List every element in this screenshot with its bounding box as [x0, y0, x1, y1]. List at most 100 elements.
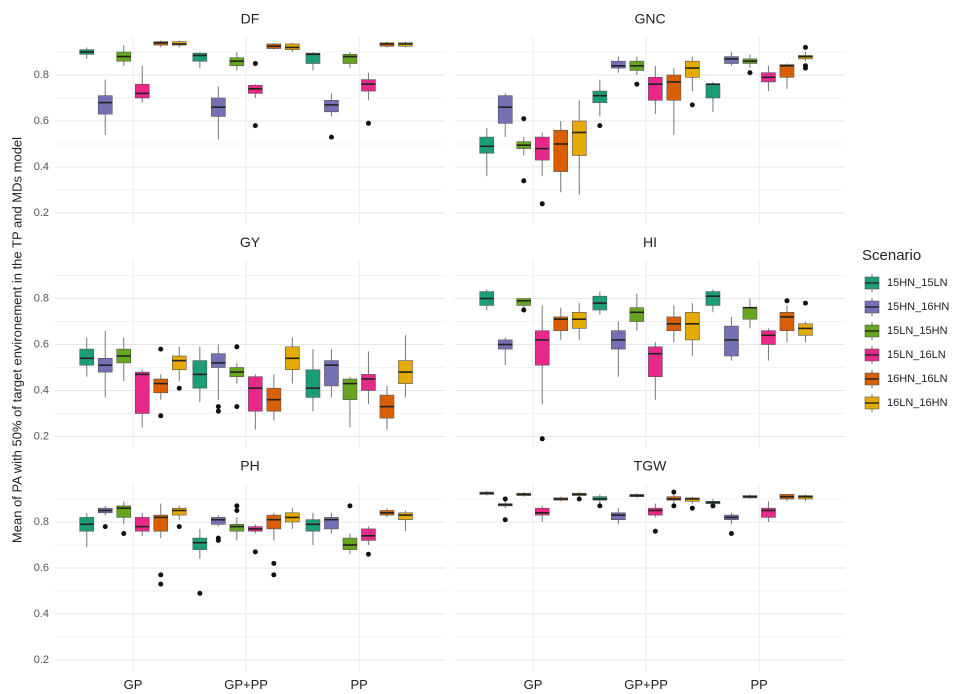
legend-label: 16LN_16HN: [887, 397, 948, 409]
outlier: [747, 70, 753, 76]
box: [134, 517, 150, 532]
outlier: [158, 572, 164, 578]
y-tick-label: 0.2: [34, 654, 49, 666]
box: [211, 517, 226, 525]
box: [171, 355, 187, 371]
x-tick-label: PP: [751, 677, 768, 692]
outlier: [784, 298, 790, 304]
y-tick-label: 0.8: [34, 516, 49, 528]
box: [761, 507, 776, 518]
x-tick-label: GP: [124, 677, 143, 692]
box: [342, 537, 358, 550]
y-tick-label: 0.2: [34, 430, 49, 442]
box: [534, 330, 550, 366]
outlier: [215, 537, 221, 543]
box: [361, 79, 376, 92]
y-tick-label: 0.8: [34, 292, 49, 304]
box: [342, 53, 358, 64]
legend-label: 15LN_15HN: [887, 325, 948, 337]
box: [648, 77, 663, 101]
box: [553, 316, 569, 331]
outlier: [158, 581, 164, 587]
box: [192, 52, 208, 62]
outlier: [365, 551, 371, 557]
box: [611, 60, 626, 69]
legend-label: 16HN_16LN: [887, 373, 948, 385]
box: [705, 83, 721, 99]
box: [171, 507, 187, 516]
box: [211, 353, 226, 368]
box: [724, 56, 739, 64]
y-tick-label: 0.6: [34, 338, 49, 350]
box: [685, 60, 700, 78]
box: [742, 307, 758, 320]
x-tick-label: GP: [524, 677, 543, 692]
outlier: [652, 528, 658, 534]
box: [497, 95, 513, 124]
box: [134, 83, 150, 99]
outlier: [158, 413, 164, 419]
outlier: [502, 517, 508, 523]
outlier: [121, 531, 127, 536]
legend-label: 15HN_16HN: [887, 301, 949, 313]
box: [611, 512, 626, 520]
box: [724, 325, 739, 357]
box: [324, 360, 339, 387]
outlier: [671, 503, 677, 509]
outlier: [197, 590, 203, 596]
outlier: [271, 572, 277, 578]
outlier: [502, 496, 508, 502]
y-axis-label: Mean of PA with 50% of target environeme…: [9, 137, 24, 543]
box: [79, 348, 95, 366]
box: [324, 100, 339, 113]
box: [324, 517, 339, 530]
outlier: [539, 201, 545, 207]
box: [134, 371, 150, 414]
outlier: [802, 300, 808, 306]
box: [305, 369, 321, 398]
panel-title: PH: [240, 458, 259, 474]
box: [553, 129, 569, 172]
panel-title: TGW: [634, 458, 667, 474]
box: [648, 507, 663, 516]
box: [248, 376, 263, 412]
legend-title: Scenario: [862, 247, 921, 264]
outlier: [252, 549, 258, 555]
outlier: [234, 508, 240, 513]
x-tick-label: PP: [351, 677, 368, 692]
panel-title: HI: [643, 234, 657, 250]
y-tick-label: 0.8: [34, 69, 49, 81]
box: [705, 291, 721, 306]
outlier: [671, 489, 677, 495]
panel-title: GNC: [634, 11, 665, 27]
box: [153, 514, 169, 532]
box: [779, 311, 795, 331]
y-tick-label: 0.4: [34, 384, 49, 396]
outlier: [597, 503, 603, 509]
box: [97, 95, 113, 115]
legend-label: 15LN_16LN: [887, 349, 946, 361]
box: [516, 298, 532, 306]
panel-title: DF: [241, 11, 260, 27]
box: [229, 523, 245, 532]
box: [592, 90, 608, 103]
outlier: [710, 503, 716, 509]
box: [479, 136, 495, 154]
outlier: [234, 404, 240, 410]
box: [153, 378, 169, 394]
x-tick-label: GP+PP: [624, 677, 668, 692]
box: [629, 307, 645, 322]
outlier: [802, 65, 808, 71]
box: [398, 512, 413, 520]
outlier: [252, 123, 258, 129]
box: [571, 120, 587, 156]
outlier: [539, 436, 545, 442]
outlier: [521, 307, 527, 313]
y-tick-label: 0.4: [34, 161, 49, 173]
outlier: [176, 524, 182, 530]
box: [798, 323, 813, 336]
box: [666, 74, 682, 101]
y-tick-label: 0.2: [34, 207, 49, 219]
outlier: [271, 560, 277, 566]
